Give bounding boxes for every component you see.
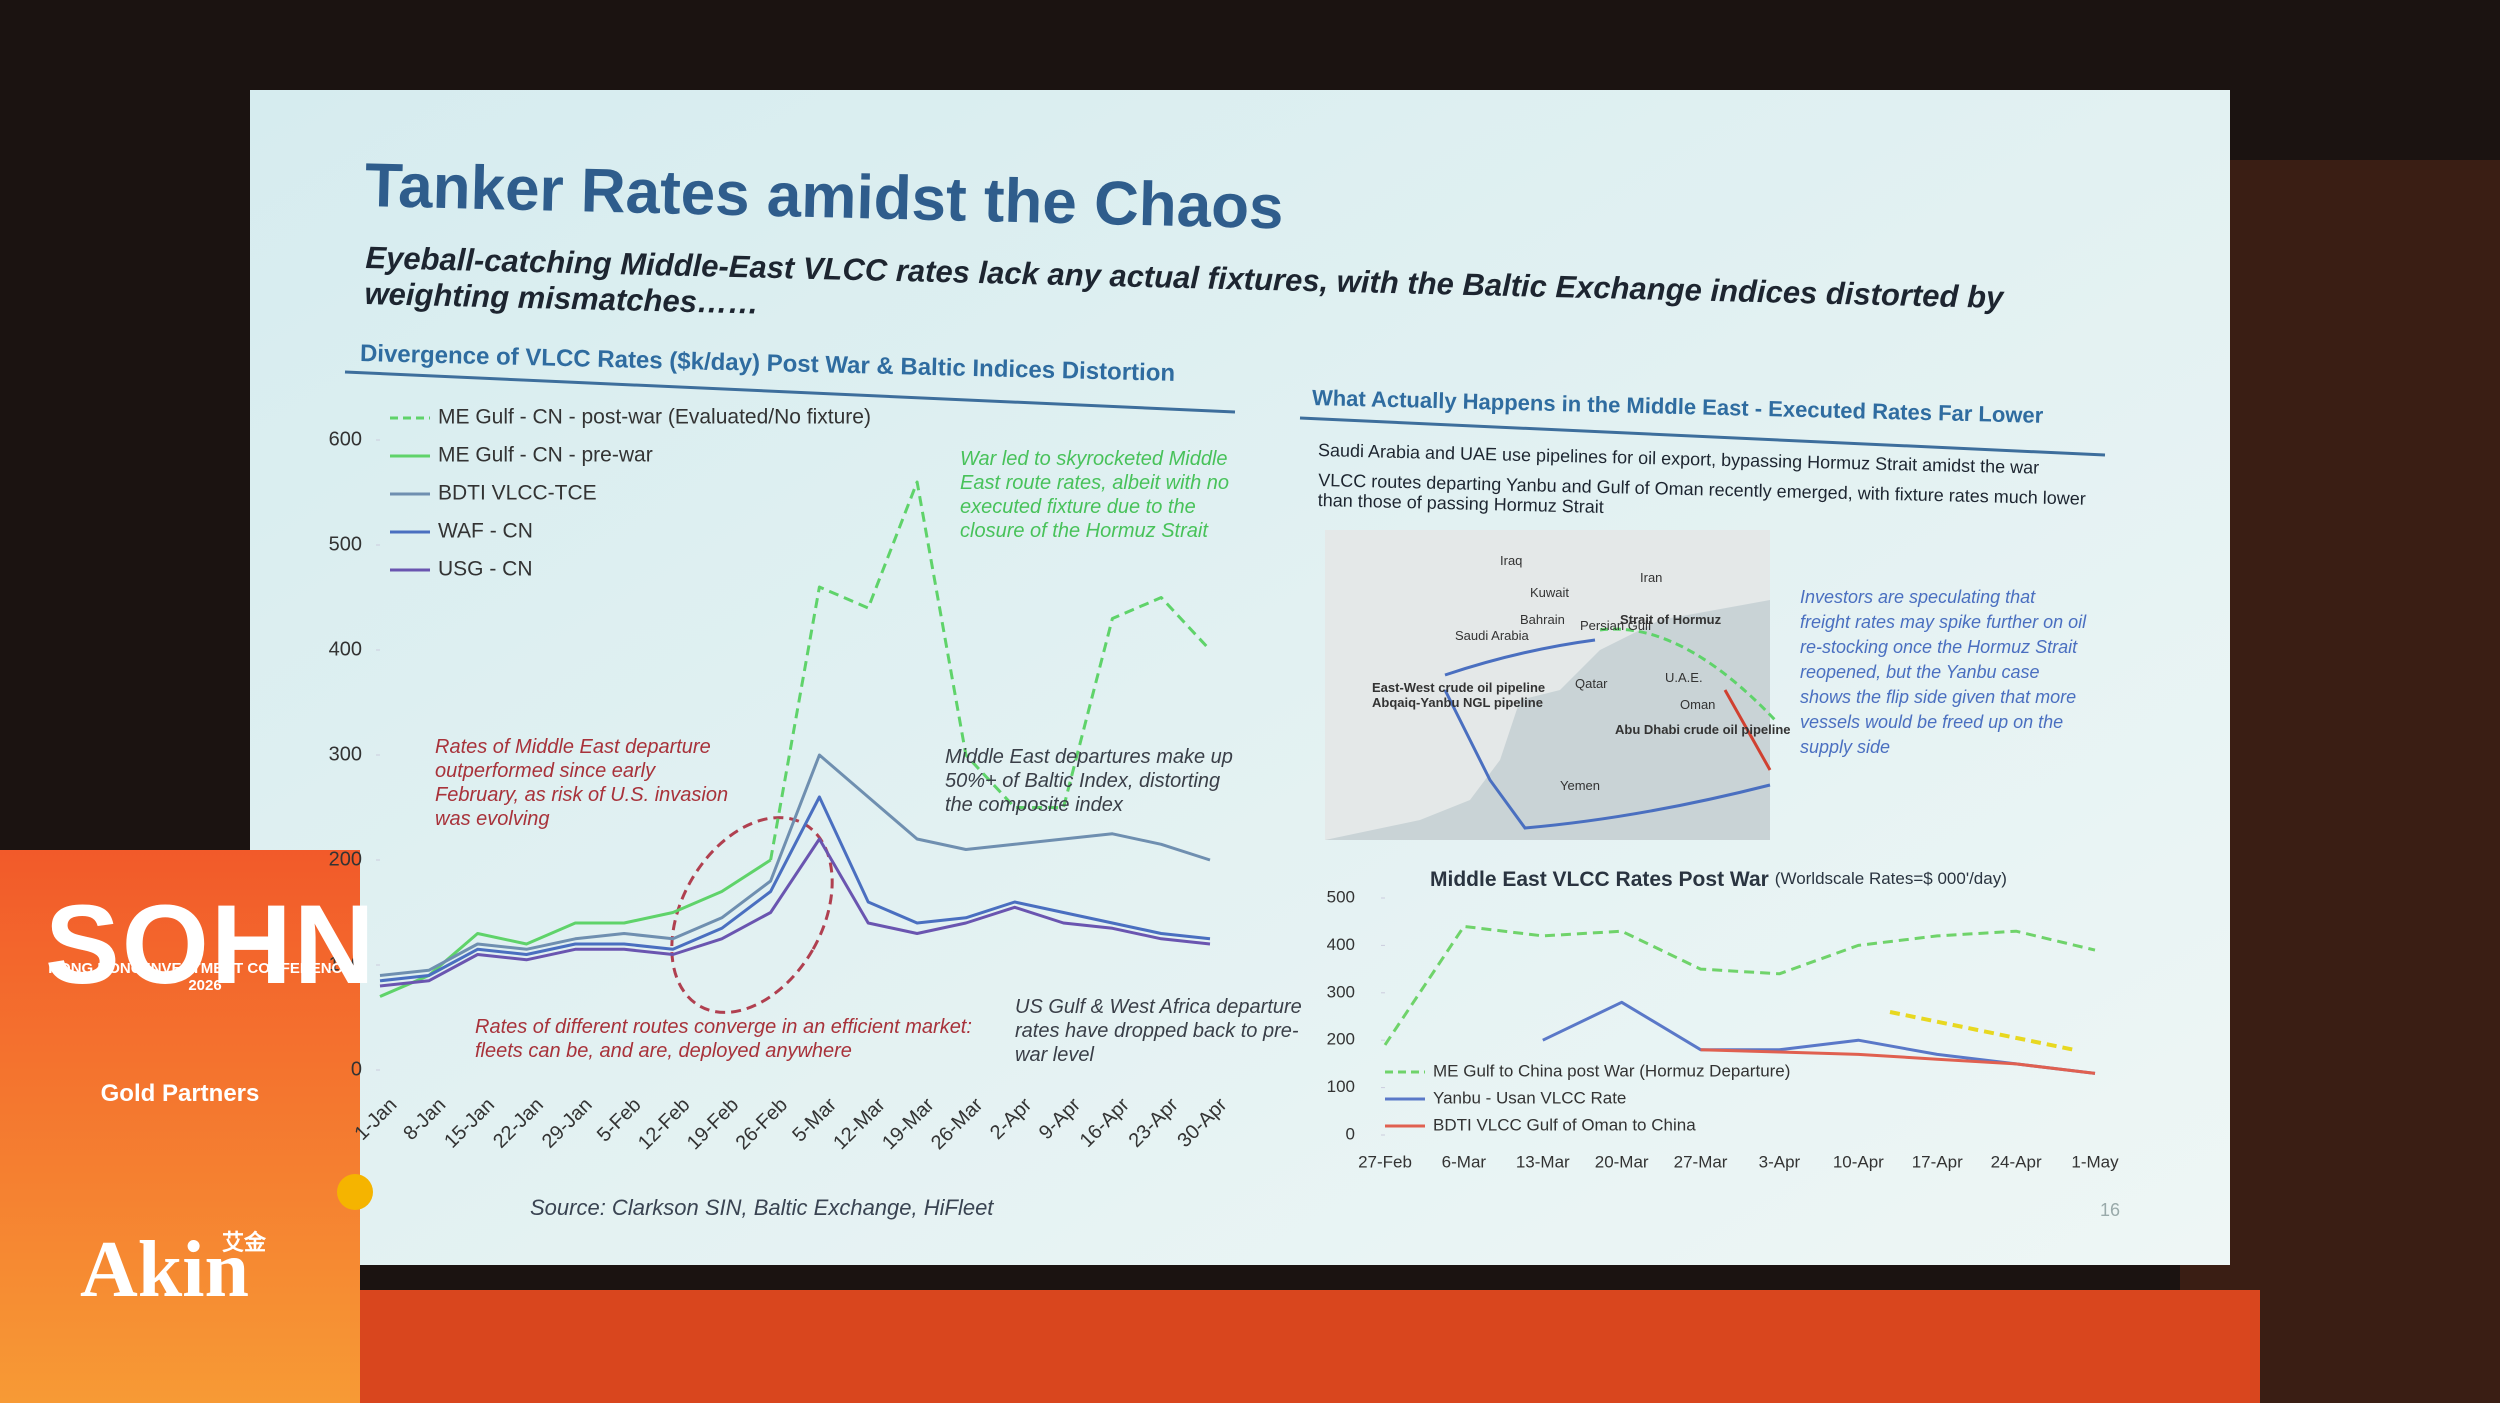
annotation: Rates of different routes converge in an… — [475, 1016, 972, 1062]
sponsor-name: Akin — [80, 1226, 249, 1314]
map-label: Kuwait — [1530, 585, 1570, 600]
y-tick-label: 0 — [351, 1058, 362, 1080]
wall-panel — [2180, 160, 2500, 1403]
x-tick-label: 10-Apr — [1833, 1152, 1884, 1171]
left-heading-rule — [344, 370, 1236, 414]
series-line — [1383, 924, 2096, 1046]
annotation: Middle East departures make up 50%+ of B… — [945, 746, 1233, 816]
series-line — [379, 753, 1211, 977]
legend-label: ME Gulf - CN - pre-war — [438, 444, 653, 467]
y-tick-label: 300 — [329, 743, 362, 765]
x-tick-label: 20-Mar — [1595, 1152, 1649, 1171]
stage-front — [340, 1290, 2260, 1403]
pipeline — [1444, 638, 1596, 677]
sponsor-logo: SOHN — [45, 882, 377, 1007]
map-label: Abu Dhabi crude oil pipeline — [1615, 722, 1791, 737]
x-tick-label: 1-May — [2071, 1152, 2119, 1171]
map-label: Oman — [1680, 697, 1716, 712]
y-tick-label: 200 — [329, 848, 362, 870]
speculation-note: Investors are speculating that freight r… — [1800, 587, 2087, 757]
y-tick-label: 200 — [1327, 1030, 1355, 1049]
chart-subtitle: (Worldscale Rates=$ 000'/day) — [1775, 869, 2007, 888]
chart-title-main: Middle East VLCC Rates Post War — [1430, 868, 1769, 891]
sponsor-name-cn: 艾金 — [222, 1230, 267, 1255]
legend-label: ME Gulf to China post War (Hormuz Depart… — [1433, 1061, 1790, 1080]
x-tick-label: 17-Apr — [1912, 1152, 1963, 1171]
y-tick-label: 500 — [1327, 887, 1355, 906]
map — [1325, 530, 1777, 840]
route-hormuz — [1599, 627, 1777, 722]
annotation: US Gulf & West Africa departure rates ha… — [1015, 996, 1302, 1066]
series-line — [379, 795, 1211, 983]
y-tick-label: 500 — [329, 533, 362, 555]
map-label: Iran — [1640, 570, 1663, 585]
map-label: Persian Gulf — [1580, 618, 1652, 633]
y-tick-label: 400 — [329, 638, 362, 660]
partner-tier: Gold Partners — [100, 1080, 260, 1107]
annotation: War led to skyrocketed Middle East route… — [960, 448, 1230, 542]
map-label: Qatar — [1575, 676, 1608, 691]
y-tick-label: 600 — [329, 428, 362, 450]
map-label: Yemen — [1560, 778, 1600, 793]
event-name: HONG KONG INVESTMENT CONFERENCE • 2026 — [48, 960, 362, 994]
annotation: Rates of Middle East departure outperfor… — [435, 736, 729, 830]
right-heading-rule — [1299, 416, 2106, 457]
map-label: Iraq — [1500, 553, 1523, 568]
legend-label: ME Gulf - CN - post-war (Evaluated/No fi… — [438, 406, 871, 429]
series-line — [1700, 1048, 2096, 1075]
map-label: U.A.E. — [1665, 670, 1703, 685]
chart-title: Middle East VLCC Rates Post War (Worldsca… — [1430, 868, 2007, 891]
legend-label: BDTI VLCC Gulf of Oman to China — [1433, 1115, 1696, 1134]
slide — [250, 90, 2230, 1265]
route-oman — [1723, 689, 1772, 771]
y-tick-label: 100 — [1327, 1077, 1355, 1096]
y-tick-label: 400 — [1327, 935, 1355, 954]
series-line — [379, 837, 1211, 988]
legend-label: WAF - CN — [438, 520, 533, 543]
map-label: Strait of Hormuz — [1620, 612, 1722, 627]
legend-label: USG - CN — [438, 558, 533, 581]
x-tick-label: 27-Feb — [1358, 1152, 1412, 1171]
legend-label: Yanbu - Usan VLCC Rate — [1433, 1088, 1626, 1107]
x-tick-label: 24-Apr — [1991, 1152, 2042, 1171]
y-tick-label: 100 — [329, 953, 362, 975]
legend-label: BDTI VLCC-TCE — [438, 482, 597, 505]
map-label: Saudi Arabia — [1455, 628, 1529, 643]
map-label: East-West crude oil pipeline Abqaiq-Yanb… — [1372, 680, 1546, 710]
route-yanbu — [1443, 689, 1771, 830]
page-number: 16 — [2100, 1200, 2121, 1220]
x-tick-label: 6-Mar — [1442, 1152, 1487, 1171]
sidebar — [0, 850, 360, 1403]
highlight-ellipse — [670, 816, 834, 1014]
y-tick-label: 300 — [1327, 982, 1355, 1001]
x-tick-label: 27-Mar — [1674, 1152, 1728, 1171]
x-tick-label: 13-Mar — [1516, 1152, 1570, 1171]
x-tick-label: 3-Apr — [1759, 1152, 1801, 1171]
logo-dot — [337, 1174, 373, 1210]
y-tick-label: 0 — [1346, 1124, 1355, 1143]
map-land — [1325, 530, 1770, 840]
map-label: Bahrain — [1520, 612, 1565, 627]
source: Source: Clarkson SIN, Baltic Exchange, H… — [530, 1195, 994, 1220]
